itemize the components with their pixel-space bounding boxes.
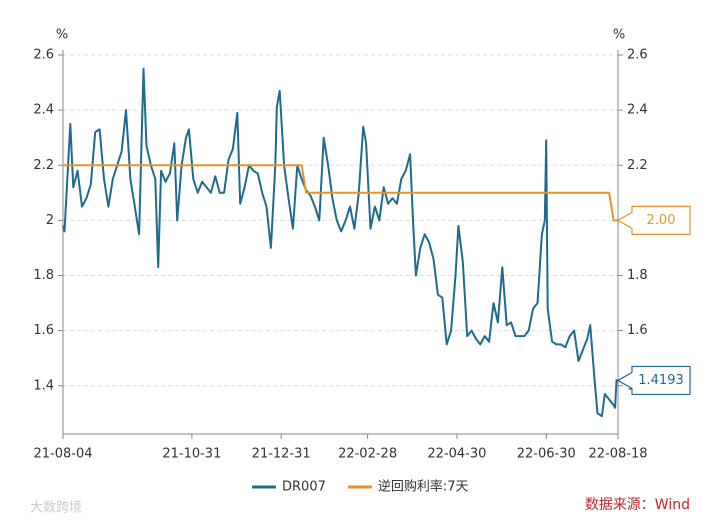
y-tick-label: 2.2 <box>33 158 54 173</box>
x-tick-label: 21-08-04 <box>33 447 92 462</box>
y-tick-label: 2 <box>46 213 54 228</box>
y-tick-label: 1.6 <box>33 323 54 338</box>
x-tick-label: 22-08-18 <box>588 447 647 462</box>
y2-tick-label: 1.6 <box>627 323 648 338</box>
y2-tick-label: 2.2 <box>627 158 648 173</box>
y-tick-label: 1.8 <box>33 268 54 283</box>
x-tick-label: 22-04-30 <box>427 447 486 462</box>
watermark: 大数跨境 <box>30 501 82 516</box>
end-callout <box>616 365 691 396</box>
x-tick-label: 22-02-28 <box>338 447 397 462</box>
legend-label: 逆回购利率:7天 <box>378 479 469 495</box>
y2-axis-unit: % <box>613 28 625 43</box>
y-tick-label: 2.6 <box>33 48 54 63</box>
x-tick-label: 21-10-31 <box>162 447 221 462</box>
x-tick-label: 22-06-30 <box>517 447 576 462</box>
end-label: 1.4193 <box>638 373 684 388</box>
y-tick-label: 2.4 <box>33 103 54 118</box>
x-tick-label: 21-12-31 <box>252 447 311 462</box>
y-tick-label: 1.4 <box>33 378 54 393</box>
series-line <box>62 67 619 418</box>
series-line <box>63 164 618 222</box>
legend-label: DR007 <box>282 480 326 495</box>
source: 数据来源：Wind <box>585 497 690 513</box>
y-axis-unit: % <box>56 28 68 43</box>
end-label: 2.00 <box>647 213 676 228</box>
y2-tick-label: 2.6 <box>627 48 648 63</box>
end-callout <box>616 205 691 235</box>
y2-tick-label: 2.4 <box>627 103 648 118</box>
y2-tick-label: 1.8 <box>627 268 648 283</box>
